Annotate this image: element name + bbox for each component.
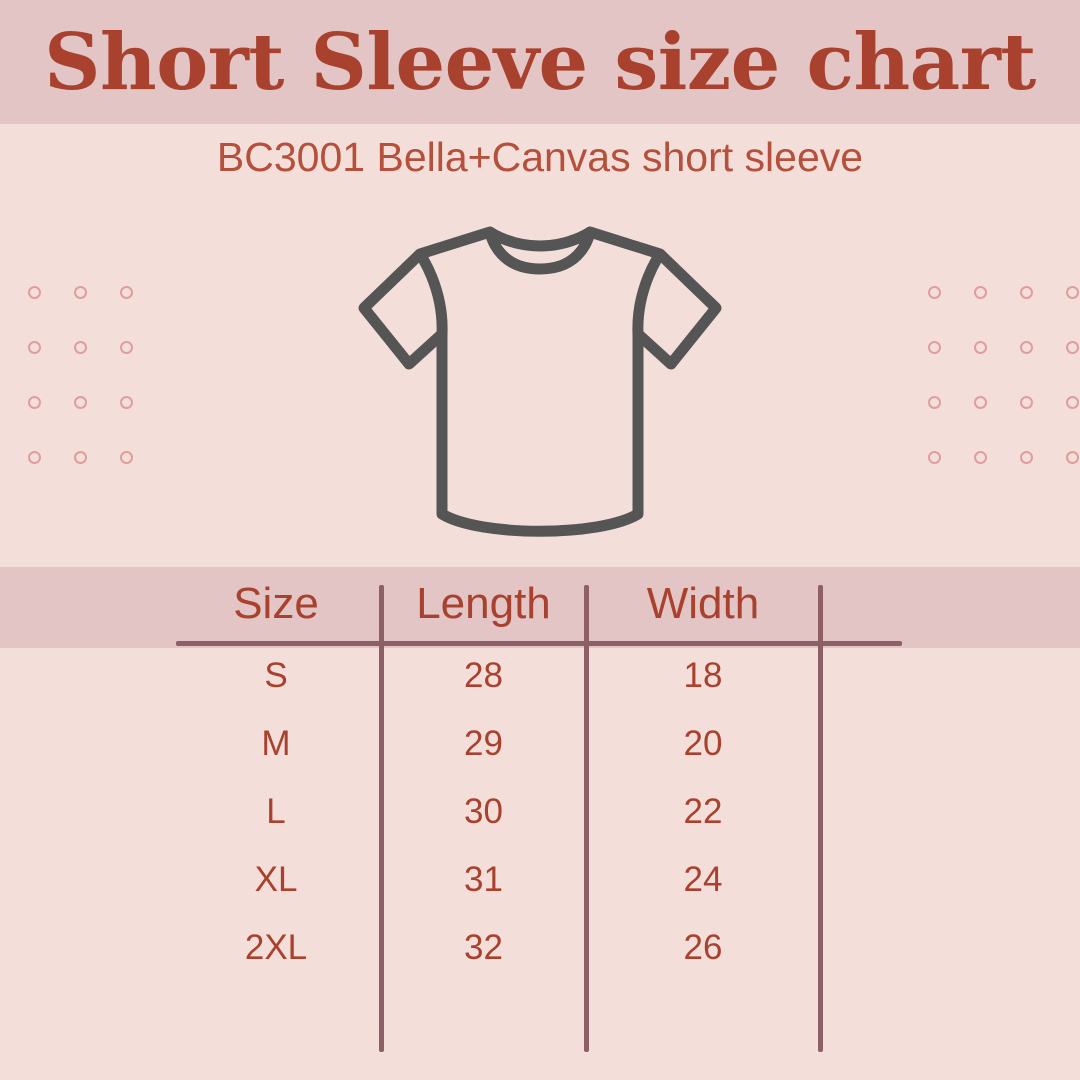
table-cell-width: 20 <box>683 724 723 763</box>
circle-outline-dot <box>1066 341 1079 354</box>
circle-outline-dot <box>974 451 987 464</box>
table-divider-2 <box>584 585 589 1052</box>
table-cell-size: L <box>266 792 286 831</box>
column-header-length: Length <box>416 579 551 628</box>
table-divider-1 <box>379 585 384 1052</box>
circle-outline-dot <box>28 451 41 464</box>
page-title: Short Sleeve size chart <box>44 16 1036 108</box>
size-table: Size Length Width S 28 18 M 29 20 L 30 22 XL 31 24 2… <box>0 567 1080 1080</box>
circle-outline-dot <box>1020 286 1033 299</box>
circle-outline-dot <box>28 286 41 299</box>
circle-outline-dot <box>1066 396 1079 409</box>
circle-outline-dot <box>28 396 41 409</box>
circle-outline-dot <box>928 451 941 464</box>
table-cell-length: 32 <box>464 928 503 967</box>
circle-outline-dot <box>74 286 87 299</box>
dot-pattern-left <box>0 286 142 486</box>
table-cell-size: M <box>261 724 291 763</box>
circle-outline-dot <box>928 341 941 354</box>
circle-outline-dot <box>74 396 87 409</box>
table-cell-size: 2XL <box>244 928 308 967</box>
circle-outline-dot <box>120 451 133 464</box>
table-cell-width: 18 <box>683 656 723 695</box>
table-cell-width: 26 <box>683 928 723 967</box>
circle-outline-dot <box>120 396 133 409</box>
circle-outline-dot <box>974 396 987 409</box>
circle-outline-dot <box>1020 341 1033 354</box>
circle-outline-dot <box>974 341 987 354</box>
page-subtitle: BC3001 Bella+Canvas short sleeve <box>216 133 864 180</box>
circle-outline-dot <box>1066 286 1079 299</box>
table-header-rule <box>176 641 902 646</box>
title-band <box>0 0 1080 124</box>
circle-outline-dot <box>1020 396 1033 409</box>
table-divider-3 <box>818 585 823 1052</box>
table-cell-length: 29 <box>464 724 503 763</box>
column-header-size: Size <box>233 579 319 628</box>
circle-outline-dot <box>120 286 133 299</box>
table-cell-width: 24 <box>683 860 723 899</box>
table-cell-size: S <box>264 656 288 695</box>
table-cell-length: 31 <box>464 860 503 899</box>
table-cell-width: 22 <box>683 792 723 831</box>
circle-outline-dot <box>28 341 41 354</box>
column-header-width: Width <box>646 579 760 628</box>
tshirt-outline-svg <box>358 226 722 537</box>
circle-outline-dot <box>120 341 133 354</box>
circle-outline-dot <box>74 451 87 464</box>
circle-outline-dot <box>74 341 87 354</box>
table-cell-length: 28 <box>464 656 503 695</box>
dot-pattern-right <box>928 286 1080 486</box>
table-cell-length: 30 <box>464 792 503 831</box>
tshirt-icon <box>340 212 740 552</box>
circle-outline-dot <box>1066 451 1079 464</box>
table-cell-size: XL <box>254 860 298 899</box>
circle-outline-dot <box>974 286 987 299</box>
circle-outline-dot <box>1020 451 1033 464</box>
table-header-band <box>0 567 1080 648</box>
circle-outline-dot <box>928 396 941 409</box>
circle-outline-dot <box>928 286 941 299</box>
